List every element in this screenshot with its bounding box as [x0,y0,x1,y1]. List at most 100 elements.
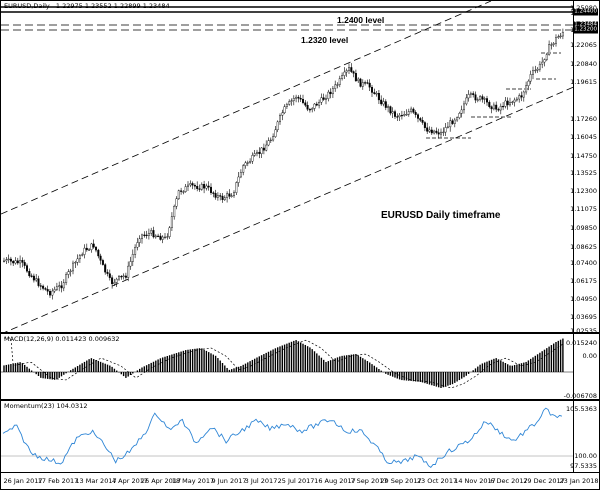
axis-tick-label: 97.5335 [570,462,597,470]
candle-body [486,98,489,103]
candle [81,252,84,257]
candle-body [19,259,22,264]
price-pane[interactable]: EURUSD,Daily 1.22975 1.23552 1.22899 1.2… [0,0,600,333]
candle-body [251,155,254,162]
candle-body [127,265,130,278]
candle-body [191,183,194,186]
candle [39,283,42,291]
candle [398,112,401,122]
candle-body [186,184,189,187]
candle [42,284,45,291]
time-tick-label: 6 Dec 2017 [490,477,528,485]
candle [499,103,502,115]
candle [504,97,507,109]
candle-body [189,183,192,186]
candle-body [253,153,256,156]
momentum-pane[interactable]: Momentum(23) 104.0312 105.5363 100.00 97.5… [0,400,600,473]
candle [423,121,426,132]
candle [203,180,206,194]
candle-body [412,108,415,113]
candle [391,107,394,119]
candle [518,93,521,103]
candle-body [375,93,378,95]
candle [474,91,477,104]
candle [94,245,97,253]
candle [138,235,141,247]
candle [304,100,307,108]
candle [129,256,132,270]
candle [219,192,222,201]
candle-body [467,94,470,99]
candle [58,281,61,292]
axis-tick-label: 1.04950 [570,295,597,303]
candle [23,259,26,269]
candle [417,113,420,123]
candle-body [460,109,463,114]
candle [145,230,148,239]
candle-body [329,91,332,95]
candle [168,225,171,240]
candle-body [400,114,403,117]
candle [101,258,104,266]
candle [302,94,305,105]
candle [85,243,88,252]
candle [117,274,120,281]
candle-body [97,249,100,257]
price-tag: 1.23200 [573,26,598,34]
time-tick-label: 4 Apr 2017 [111,477,149,485]
timeframe-caption: EURUSD Daily timeframe [381,210,501,221]
candle-body [366,82,369,84]
candle-body [497,109,500,111]
candle-body [559,35,562,38]
candle [368,79,371,92]
candle-body [407,111,410,115]
candle-body [394,111,397,117]
candle [469,91,472,98]
candle [472,91,475,98]
candle-body [368,82,371,88]
candle-body [453,119,456,124]
symbol-label: EURUSD,Daily [4,2,50,10]
candle-body [529,74,532,82]
candle [212,191,215,198]
candle-body [200,184,203,190]
candle [449,117,452,132]
candle-body [32,275,35,281]
candle [509,97,512,107]
candle-body [117,276,120,280]
time-tick-label: 18 May 2017 [171,477,215,485]
candle-body [285,104,288,107]
candle [497,107,500,112]
candle-body [237,176,240,183]
candle [490,105,493,114]
candle-body [42,285,45,289]
candle-body [226,193,229,198]
candle-body [170,216,173,228]
momentum-line [2,407,563,469]
candle-body [69,270,72,272]
candle [262,143,265,155]
candle-body [94,246,97,251]
macd-pane[interactable]: MACD(12,26,9) 0.011423 0.009632 0.015240… [0,333,600,400]
candle [106,269,109,277]
candle-body [209,186,212,193]
candle [412,107,415,114]
candle [371,85,374,97]
axis-tick-label: 1.17260 [570,115,597,123]
candle-body [74,261,77,264]
candle [465,94,468,106]
candle [159,232,162,241]
price-tag: 1.24400 [573,8,598,16]
candle [177,189,180,200]
candle [483,96,486,105]
candle [400,110,403,120]
candle [525,81,528,95]
candle-body [58,285,61,288]
candle [348,63,351,75]
candle-body [398,114,401,117]
time-tick-label: 16 Aug 2017 [314,477,356,485]
candle-body [168,227,171,237]
candle-body [532,70,535,75]
candle [182,190,185,195]
candle-body [350,67,353,72]
